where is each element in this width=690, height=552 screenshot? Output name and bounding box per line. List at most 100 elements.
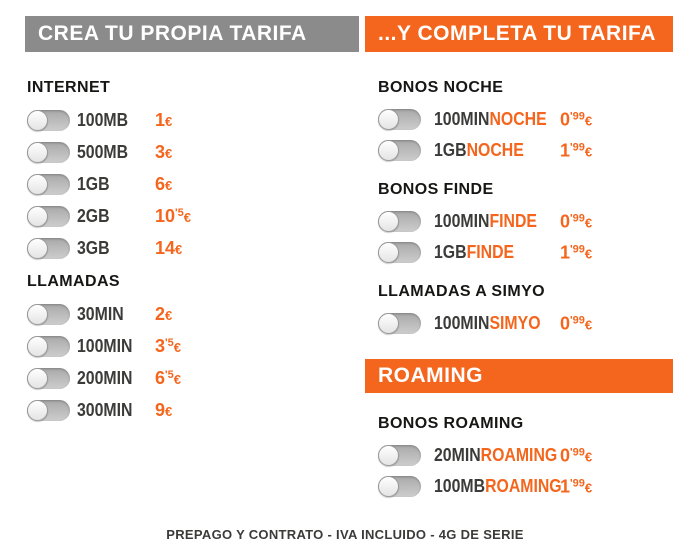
toggle-knob: [27, 367, 48, 389]
toggle-1gb-noche[interactable]: [378, 140, 421, 161]
create-tariff-column: CREA TU PROPIA TARIFA INTERNET 100MB 1€ …: [25, 16, 359, 426]
option-price: 0'99€: [560, 313, 593, 333]
euro-sign: €: [584, 113, 593, 128]
toggle-knob: [27, 205, 48, 227]
tariff-row: 100MB 1€: [27, 104, 359, 136]
toggle-knob: [378, 109, 399, 130]
option-label: 1GBFINDE: [434, 242, 515, 262]
euro-sign: €: [173, 371, 181, 387]
euro-sign: €: [165, 145, 173, 161]
toggle-100mb[interactable]: [27, 109, 70, 131]
tariff-row: 100MIN 3'5€: [27, 330, 359, 362]
toggle-200min[interactable]: [27, 367, 70, 389]
option-label: 30MIN: [77, 303, 124, 324]
euro-sign: €: [584, 317, 593, 332]
toggle-knob: [378, 211, 399, 232]
create-tariff-header: CREA TU PROPIA TARIFA: [25, 16, 359, 52]
toggle-30min[interactable]: [27, 303, 70, 325]
section-llamadas-a-simyo: LLAMADAS A SIMYO 100MINSIMYO 0'99€: [365, 284, 673, 339]
tariff-row: 100MINFINDE 0'99€: [365, 206, 673, 237]
option-price: 9€: [155, 399, 173, 420]
tariff-row: 1GBNOCHE 1'99€: [365, 135, 673, 166]
option-price: 0'99€: [560, 109, 593, 129]
section-llamadas: LLAMADAS 30MIN 2€ 100MIN 3'5€ 200MIN 6'5…: [25, 274, 359, 426]
toggle-knob: [378, 140, 399, 161]
complete-tariff-header-label: ...Y COMPLETA TU TARIFA: [378, 22, 656, 45]
euro-sign: €: [165, 403, 173, 419]
toggle-100min-finde[interactable]: [378, 211, 421, 232]
euro-sign: €: [175, 241, 183, 257]
option-label: 100MB: [77, 109, 129, 130]
option-label: 300MIN: [77, 399, 133, 420]
toggle-300min[interactable]: [27, 399, 70, 421]
tariff-row: 1GB 6€: [27, 168, 359, 200]
euro-sign: €: [584, 246, 593, 261]
toggle-knob: [27, 399, 48, 421]
section-internet: INTERNET 100MB 1€ 500MB 3€ 1GB 6€ 2GB 10…: [25, 80, 359, 264]
complete-tariff-header: ...Y COMPLETA TU TARIFA: [365, 16, 673, 52]
tariff-row: 500MB 3€: [27, 136, 359, 168]
toggle-knob: [378, 445, 399, 466]
toggle-knob: [27, 173, 48, 195]
section-llamadas-title: LLAMADAS: [27, 273, 120, 290]
option-label: 100MINNOCHE: [434, 109, 547, 129]
toggle-knob: [27, 109, 48, 131]
euro-sign: €: [173, 339, 181, 355]
euro-sign: €: [584, 215, 593, 230]
toggle-20min-roaming[interactable]: [378, 445, 421, 466]
toggle-1gb-finde[interactable]: [378, 242, 421, 263]
create-tariff-header-label: CREA TU PROPIA TARIFA: [38, 22, 307, 45]
section-bonos-noche-title: BONOS NOCHE: [378, 79, 504, 96]
toggle-100min-simyo[interactable]: [378, 313, 421, 334]
option-price: 1'99€: [560, 140, 593, 160]
tariff-row: 100MINSIMYO 0'99€: [365, 308, 673, 339]
toggle-knob: [27, 141, 48, 163]
option-label: 1GBNOCHE: [434, 140, 524, 160]
roaming-header-label: ROAMING: [378, 364, 483, 387]
euro-sign: €: [165, 113, 173, 129]
option-price: 6'5€: [155, 367, 181, 388]
option-label: 200MIN: [77, 367, 133, 388]
euro-sign: €: [183, 209, 191, 225]
tariff-row: 100MINNOCHE 0'99€: [365, 104, 673, 135]
toggle-100mb-roaming[interactable]: [378, 476, 421, 497]
tariff-row: 20MINROAMING 0'99€: [365, 440, 673, 471]
section-bonos-noche: BONOS NOCHE 100MINNOCHE 0'99€ 1GBNOCHE 1…: [365, 80, 673, 166]
toggle-2gb[interactable]: [27, 205, 70, 227]
option-price: 6€: [155, 173, 173, 194]
tariff-row: 3GB 14€: [27, 232, 359, 264]
section-llamadas-a-simyo-title: LLAMADAS A SIMYO: [378, 283, 545, 300]
toggle-100min-noche[interactable]: [378, 109, 421, 130]
option-label: 20MINROAMING: [434, 445, 558, 465]
toggle-100min[interactable]: [27, 335, 70, 357]
euro-sign: €: [584, 449, 593, 464]
option-label: 500MB: [77, 141, 129, 162]
option-price: 1€: [155, 109, 173, 130]
toggle-3gb[interactable]: [27, 237, 70, 259]
option-price: 2€: [155, 303, 173, 324]
option-price: 1'99€: [560, 242, 593, 262]
tariff-row: 200MIN 6'5€: [27, 362, 359, 394]
option-label: 100MINFINDE: [434, 211, 537, 231]
euro-sign: €: [165, 177, 173, 193]
option-label: 1GB: [77, 173, 110, 194]
euro-sign: €: [165, 307, 173, 323]
option-label: 100MIN: [77, 335, 133, 356]
tariff-row: 2GB 10'5€: [27, 200, 359, 232]
toggle-500mb[interactable]: [27, 141, 70, 163]
option-label: 2GB: [77, 205, 110, 226]
toggle-knob: [378, 242, 399, 263]
option-label: 3GB: [77, 237, 110, 258]
toggle-1gb[interactable]: [27, 173, 70, 195]
section-bonos-finde: BONOS FINDE 100MINFINDE 0'99€ 1GBFINDE 1…: [365, 182, 673, 268]
section-internet-title: INTERNET: [27, 79, 111, 96]
section-bonos-roaming: BONOS ROAMING 20MINROAMING 0'99€ 100MBRO…: [365, 416, 673, 502]
tariff-row: 100MBROAMING 1'99€: [365, 471, 673, 502]
tariff-row: 30MIN 2€: [27, 298, 359, 330]
option-label: 100MINSIMYO: [434, 313, 541, 333]
option-price: 10'5€: [155, 205, 191, 226]
complete-tariff-column: ...Y COMPLETA TU TARIFA BONOS NOCHE 100M…: [365, 16, 673, 502]
option-price: 14€: [155, 237, 183, 258]
option-label: 100MBROAMING: [434, 476, 562, 496]
